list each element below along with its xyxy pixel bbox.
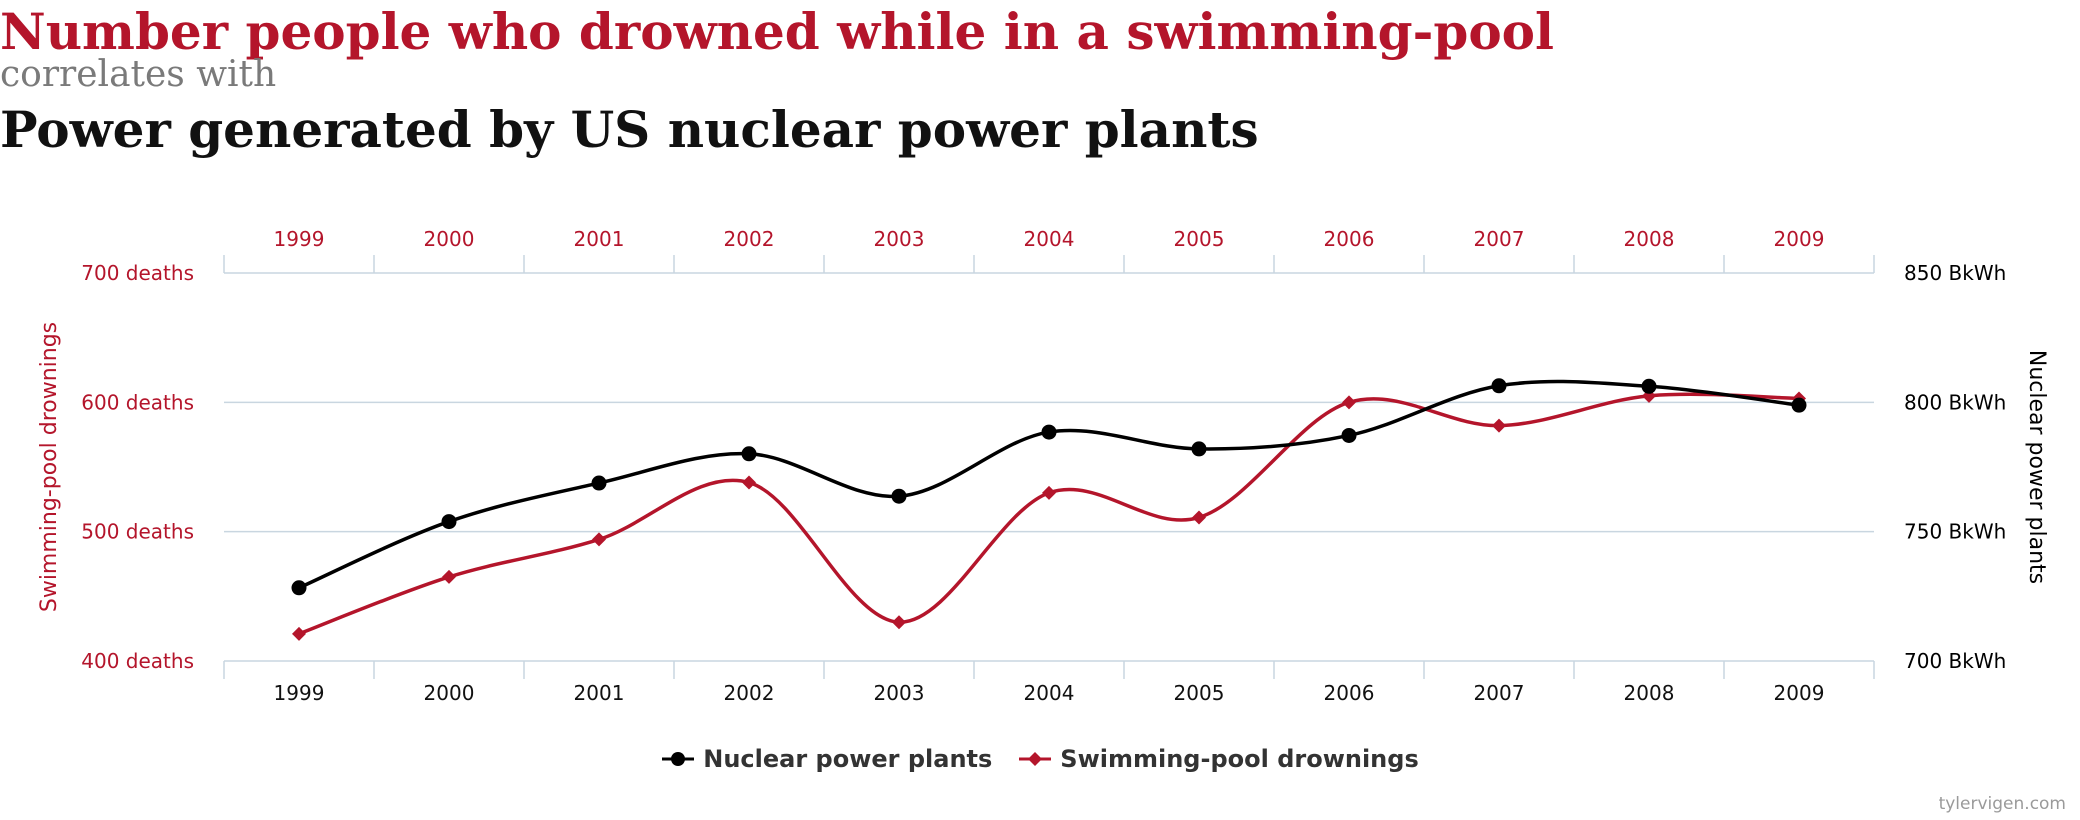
top-year-label: 2003 (874, 227, 925, 251)
data-point-drownings (1192, 510, 1206, 525)
series (291, 378, 1807, 641)
legend-label-nuclear: Nuclear power plants (703, 745, 993, 773)
data-point-nuclear (591, 475, 607, 491)
legend-item-drownings[interactable]: Swimming-pool drownings (1018, 745, 1419, 773)
data-point-drownings (592, 532, 606, 547)
top-year-label: 2002 (724, 227, 775, 251)
chart-title-primary: Number people who drowned while in a swi… (0, 2, 1555, 61)
bottom-year-label: 2007 (1474, 681, 1525, 705)
chart-title-secondary: Power generated by US nuclear power plan… (0, 100, 1259, 159)
axis-labels: 1999 1999 2000 2000 2001 2001 2002 2002 2003 2003… (37, 227, 2049, 705)
grid-lines (224, 272, 1874, 662)
left-axis-title: Swimming-pool drownings (37, 322, 62, 612)
data-point-drownings (442, 569, 456, 584)
right-axis-title: Nuclear power plants (2024, 350, 2049, 584)
legend-label-drownings: Swimming-pool drownings (1060, 745, 1419, 773)
bottom-year-label: 2003 (874, 681, 925, 705)
data-point-nuclear (891, 488, 907, 504)
bottom-year-label: 2008 (1624, 681, 1675, 705)
right-axis-tick-label: 800 BkWh (1904, 390, 2006, 414)
right-axis-tick-label: 700 BkWh (1904, 649, 2006, 673)
data-point-nuclear (1191, 441, 1207, 457)
right-axis-tick-label: 850 BkWh (1904, 261, 2006, 285)
top-year-label: 2008 (1624, 227, 1675, 251)
data-point-nuclear (1041, 424, 1057, 440)
bottom-year-label: 1999 (274, 681, 325, 705)
right-axis-tick-label: 750 BkWh (1904, 520, 2006, 544)
data-point-nuclear (291, 580, 307, 596)
bottom-year-label: 2002 (724, 681, 775, 705)
bottom-year-label: 2009 (1774, 681, 1825, 705)
top-year-label: 2006 (1324, 227, 1375, 251)
data-point-nuclear (1491, 378, 1507, 394)
left-axis-tick-label: 400 deaths (81, 649, 194, 673)
data-point-drownings (292, 626, 306, 641)
top-year-label: 2005 (1174, 227, 1225, 251)
left-axis-tick-label: 700 deaths (81, 261, 194, 285)
data-point-nuclear (1791, 397, 1807, 413)
bottom-year-label: 2005 (1174, 681, 1225, 705)
bottom-year-label: 2001 (574, 681, 625, 705)
top-year-label: 2001 (574, 227, 625, 251)
bottom-year-label: 2000 (424, 681, 475, 705)
data-point-drownings (1042, 485, 1056, 500)
data-point-nuclear (741, 446, 757, 462)
data-point-drownings (892, 615, 906, 630)
top-year-label: 2000 (424, 227, 475, 251)
data-point-nuclear (441, 514, 457, 530)
data-point-drownings (1492, 418, 1506, 433)
bottom-year-label: 2004 (1024, 681, 1075, 705)
chart-title-connector: correlates with (0, 54, 277, 95)
legend-marker-drownings-icon (1019, 752, 1052, 766)
top-year-label: 2007 (1474, 227, 1525, 251)
top-year-label: 2009 (1774, 227, 1825, 251)
data-point-nuclear (1641, 378, 1657, 394)
legend: Nuclear power plants Swimming-pool drown… (0, 745, 2080, 773)
bottom-year-label: 2006 (1324, 681, 1375, 705)
legend-item-nuclear[interactable]: Nuclear power plants (661, 745, 992, 773)
credit-text[interactable]: tylervigen.com (1938, 794, 2066, 814)
data-point-nuclear (1341, 427, 1357, 443)
left-axis-tick-label: 500 deaths (81, 520, 194, 544)
data-point-drownings (1342, 395, 1356, 410)
series-line-drownings (298, 392, 1800, 636)
top-year-label: 1999 (274, 227, 325, 251)
data-point-drownings (742, 475, 756, 490)
left-axis-tick-label: 600 deaths (81, 390, 194, 414)
top-year-label: 2004 (1024, 227, 1075, 251)
axes (223, 255, 1875, 679)
legend-marker-nuclear-icon (662, 752, 695, 766)
